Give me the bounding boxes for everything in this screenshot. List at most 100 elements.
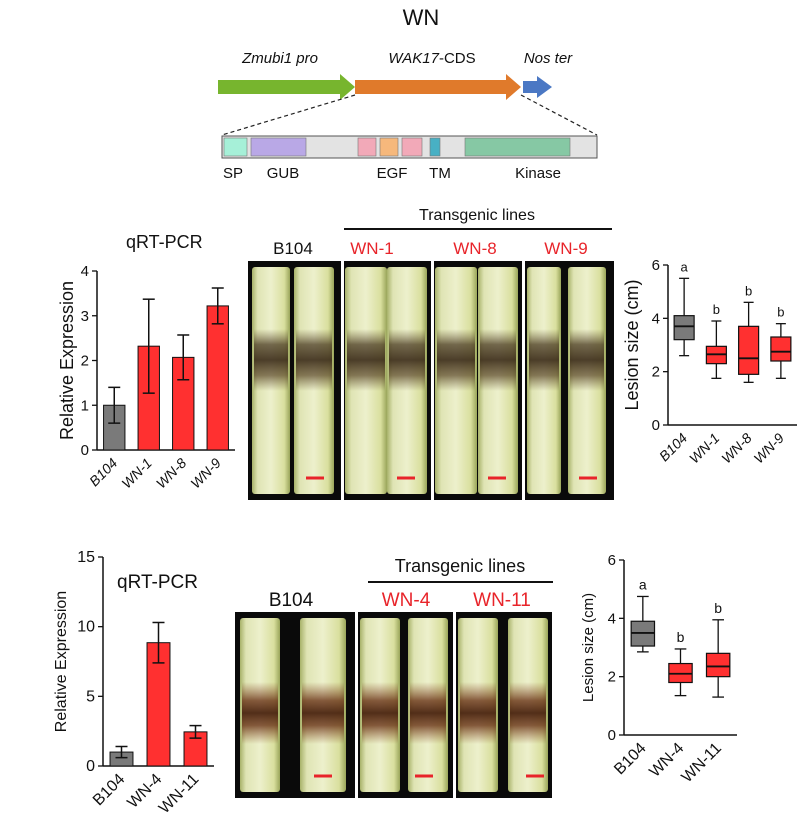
top-box-ytick-label: 6 — [652, 257, 660, 274]
top-bar-category-label: WN-8 — [153, 455, 190, 492]
top-photo-panel: B104 Transgenic lines WN-1 WN-8 WN-9 — [248, 207, 614, 500]
lesion-area — [460, 682, 496, 744]
photo-divider — [453, 612, 456, 798]
zoom-line-left — [221, 94, 356, 136]
domain-egf-2 — [379, 137, 399, 157]
top-bar-ytick-label: 3 — [81, 308, 89, 325]
top-box-ytick-label: 4 — [652, 310, 660, 327]
bot-bar-title: qRT-PCR — [117, 572, 198, 593]
lesion-area — [302, 682, 344, 744]
cds-label: WAK17-CDS — [388, 50, 475, 67]
terminator-arrow — [523, 76, 552, 98]
top-box-ylabel: Lesion size (cm) — [622, 279, 642, 410]
top-bar-category-label: WN-1 — [118, 455, 155, 492]
top-bar-bar — [206, 305, 229, 451]
top-bar-category-label: WN-9 — [187, 455, 224, 492]
top-photo-label-3: WN-9 — [544, 239, 587, 258]
photo-divider — [355, 612, 358, 798]
bot-bar-ytick-label: 5 — [86, 688, 95, 705]
bot-box-significance-letter: b — [714, 600, 722, 616]
bottom-photo-control-label: B104 — [269, 590, 314, 611]
top-bar-ytick-label: 0 — [81, 442, 89, 459]
bot-bar-ytick-label: 15 — [77, 549, 95, 566]
domain-kinase — [464, 137, 571, 157]
bot-box-significance-letter: b — [677, 629, 685, 645]
bottom-photo-label-1: WN-4 — [382, 590, 431, 611]
construct-diagram: Zmubi1 pro WAK17-CDS Nos ter SP GUB EGF … — [218, 50, 598, 182]
promoter-arrow — [218, 74, 355, 100]
bot-bar-category-label: B104 — [90, 771, 129, 810]
photo-divider — [341, 261, 344, 500]
zoom-line-right — [520, 94, 598, 136]
top-box-category-label: B104 — [656, 430, 691, 465]
lesion-area — [296, 329, 332, 391]
top-box-ytick-label: 2 — [652, 364, 660, 381]
lesion-area — [480, 329, 516, 391]
bot-box-box — [705, 652, 731, 678]
domain-sp — [223, 137, 248, 157]
top-bar-ylabel: Relative Expression — [57, 281, 77, 440]
domain-label-gub: GUB — [267, 165, 300, 182]
top-box-ytick-label: 0 — [652, 417, 660, 434]
top-photo-control-label: B104 — [273, 239, 313, 258]
lesion-area — [410, 682, 446, 744]
lesion-area — [389, 329, 425, 391]
lesion-area — [254, 329, 288, 391]
lesion-area — [510, 682, 546, 744]
top-lesion-chart: 0 2 4 6 Lesion size (cm) a B104 b WN-1 b WN-8 b WN-9 — [622, 257, 797, 466]
bottom-photo-panel: B104 Transgenic lines WN-4 WN-11 — [235, 556, 553, 798]
domain-label-kinase: Kinase — [515, 165, 561, 182]
photo-divider — [522, 261, 525, 500]
top-box-category-label: WN-9 — [750, 430, 787, 467]
domain-label-tm: TM — [429, 165, 451, 182]
bot-box-category-label: WN-11 — [679, 740, 725, 786]
top-box-significance-letter: a — [681, 259, 689, 274]
domain-tm — [429, 137, 441, 157]
cds-arrow — [355, 74, 521, 100]
top-box-category-label: WN-1 — [686, 430, 723, 467]
bottom-transgenic-header: Transgenic lines — [395, 556, 525, 576]
domain-label-egf: EGF — [377, 165, 408, 182]
top-bar-ytick-label: 1 — [81, 397, 89, 414]
bottom-photo-label-2: WN-11 — [473, 590, 531, 611]
top-box-significance-letter: b — [713, 302, 720, 317]
top-box-significance-letter: b — [777, 305, 784, 320]
top-box-category-label: WN-8 — [718, 430, 755, 467]
top-box-box — [738, 325, 760, 375]
top-bar-category-label: B104 — [86, 455, 121, 490]
top-bar-title: qRT-PCR — [126, 232, 203, 252]
bot-box-significance-letter: a — [639, 576, 647, 592]
bot-box-ytick-label: 0 — [608, 727, 616, 744]
top-transgenic-header: Transgenic lines — [419, 207, 535, 224]
bot-bar-ytick-label: 10 — [77, 619, 95, 636]
domain-egf-3 — [401, 137, 423, 157]
top-bar-ytick-label: 2 — [81, 353, 89, 370]
bot-box-ytick-label: 2 — [608, 669, 616, 686]
bot-box-category-label: B104 — [611, 740, 650, 779]
photo-divider — [431, 261, 434, 500]
top-bar-ytick-label: 4 — [81, 263, 89, 280]
lesion-area — [570, 329, 604, 391]
bot-box-ylabel: Lesion size (cm) — [580, 593, 597, 702]
promoter-label: Zmubi1 pro — [241, 50, 318, 67]
bot-box-ytick-label: 6 — [608, 552, 616, 569]
top-box-significance-letter: b — [745, 283, 752, 298]
lesion-area — [242, 682, 278, 744]
top-box-box — [673, 315, 695, 341]
lesion-area — [362, 682, 398, 744]
bot-bar-category-label: WN-11 — [156, 771, 202, 817]
terminator-label: Nos ter — [524, 50, 573, 67]
lesion-area — [529, 329, 559, 391]
bot-box-ytick-label: 4 — [608, 610, 616, 627]
lesion-area — [437, 329, 475, 391]
top-photo-label-2: WN-8 — [453, 239, 496, 258]
top-box-box — [770, 336, 792, 362]
lesion-area — [347, 329, 385, 391]
bot-bar-ytick-label: 0 — [86, 758, 95, 775]
domain-egf-1 — [357, 137, 377, 157]
top-photo-label-1: WN-1 — [350, 239, 393, 258]
